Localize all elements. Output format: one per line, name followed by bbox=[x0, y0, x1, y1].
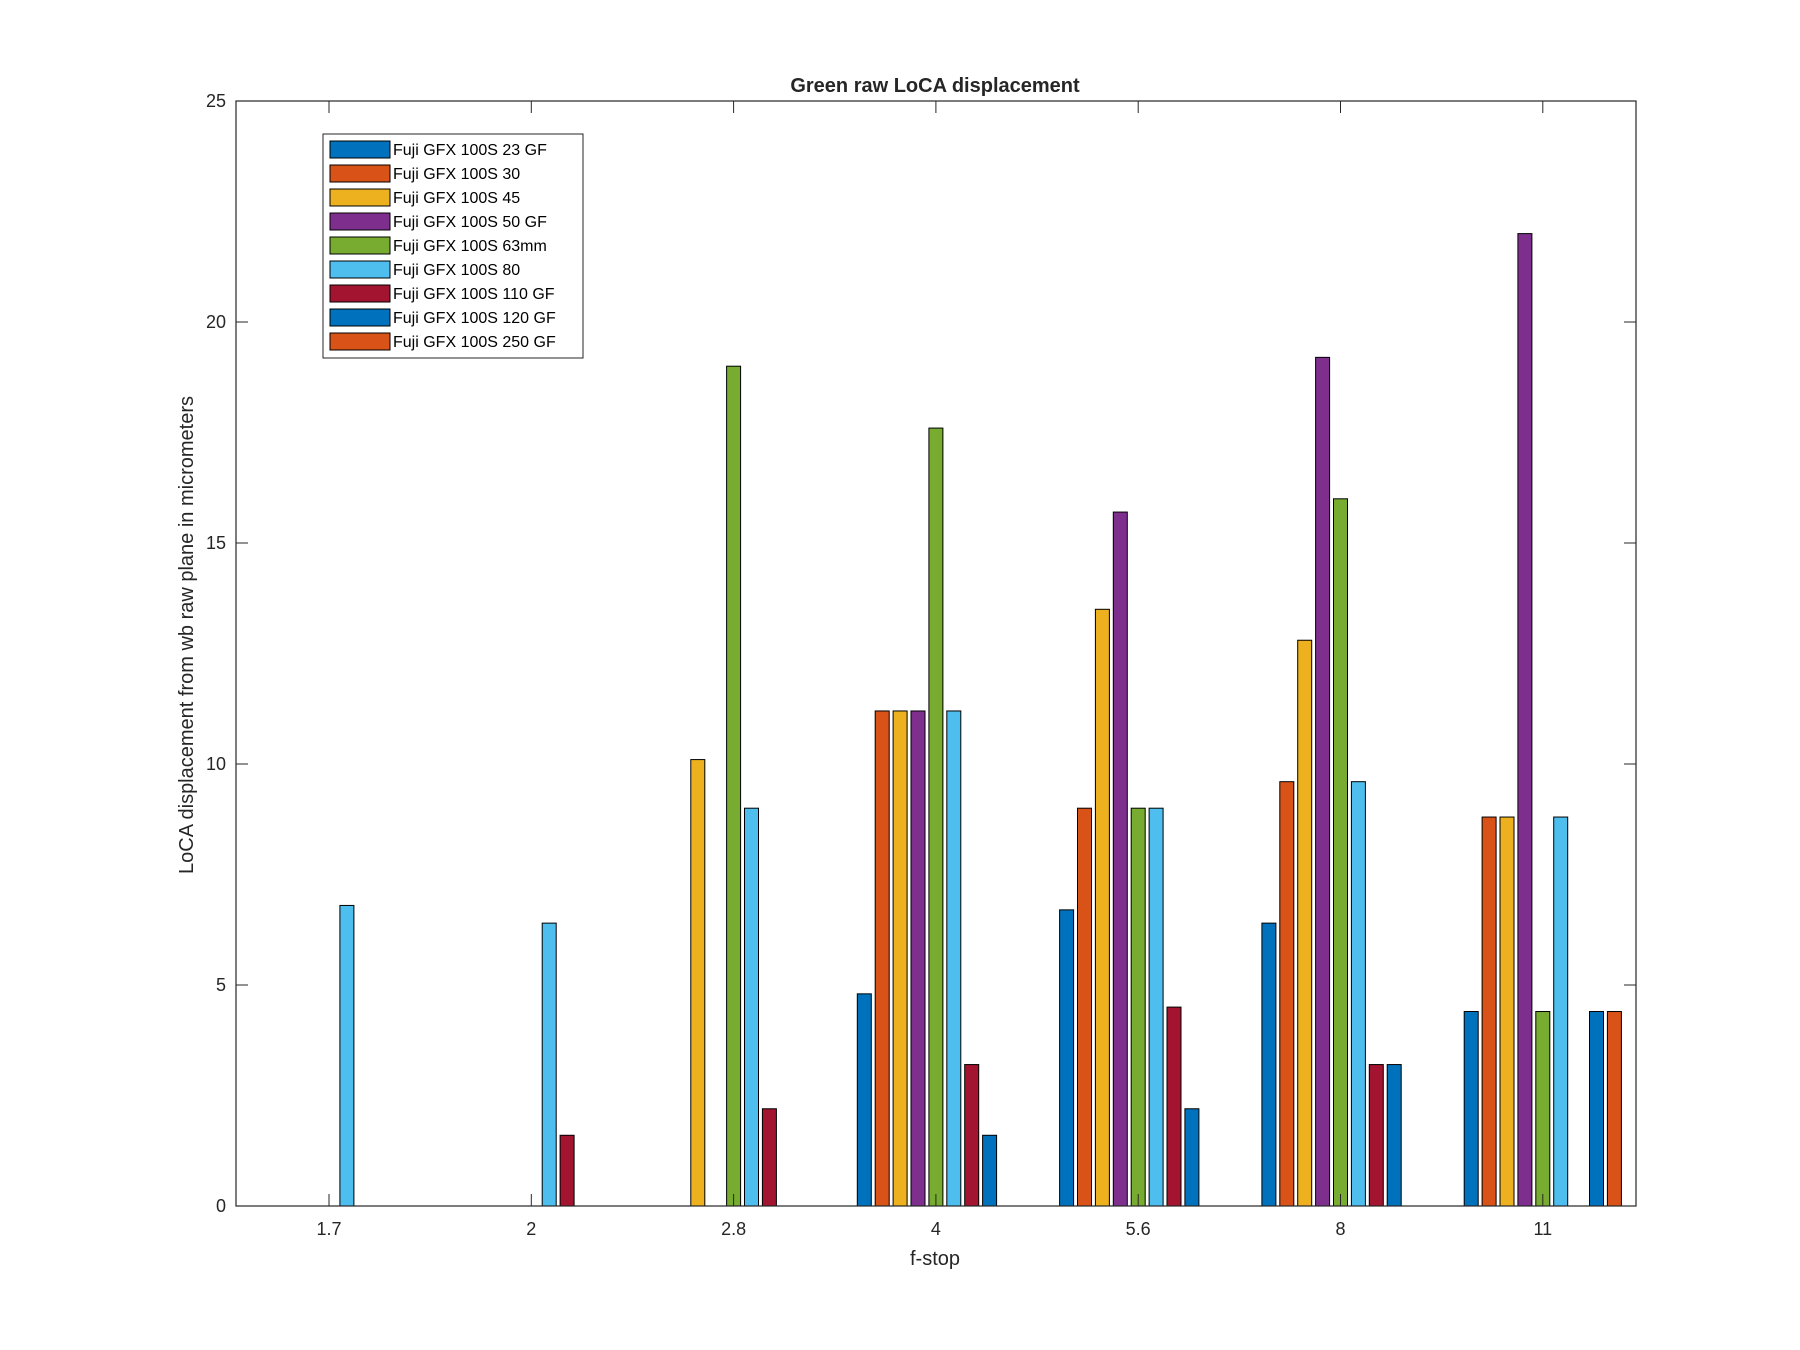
legend-entry: Fuji GFX 100S 50 GF bbox=[393, 214, 547, 231]
y-tick-label: 0 bbox=[216, 1196, 226, 1216]
bar bbox=[1517, 233, 1533, 1207]
y-tick-label: 5 bbox=[216, 975, 226, 995]
legend-swatch bbox=[329, 164, 391, 183]
chart-title: Green raw LoCA displacement bbox=[790, 75, 1080, 97]
legend-entry: Fuji GFX 100S 30 bbox=[393, 166, 520, 183]
bar bbox=[761, 1108, 777, 1207]
y-tick-label: 10 bbox=[206, 754, 226, 774]
bar bbox=[1553, 816, 1569, 1207]
bar bbox=[892, 710, 908, 1207]
bar bbox=[1315, 356, 1331, 1207]
legend-entry: Fuji GFX 100S 110 GF bbox=[393, 286, 555, 303]
bar bbox=[1606, 1011, 1622, 1207]
bar bbox=[1059, 909, 1075, 1207]
bar bbox=[1166, 1006, 1182, 1207]
x-tick-label: 2.8 bbox=[721, 1219, 746, 1239]
legend-swatch bbox=[329, 236, 391, 255]
legend-entry: Fuji GFX 100S 63mm bbox=[393, 238, 547, 255]
bar bbox=[1148, 807, 1164, 1207]
x-tick-label: 4 bbox=[931, 1219, 941, 1239]
y-axis-label: LoCA displacement from wb raw plane in m… bbox=[176, 396, 198, 874]
bars-group bbox=[339, 233, 1622, 1207]
bar bbox=[726, 365, 742, 1207]
x-tick-label: 11 bbox=[1533, 1219, 1552, 1239]
legend-entry: Fuji GFX 100S 80 bbox=[393, 262, 520, 279]
x-tick-label: 2 bbox=[526, 1219, 536, 1239]
x-tick-label: 5.6 bbox=[1126, 1219, 1151, 1239]
bar bbox=[1130, 807, 1146, 1207]
legend-swatch bbox=[329, 140, 391, 159]
legend-swatch bbox=[329, 188, 391, 207]
legend-swatch bbox=[329, 308, 391, 327]
bar bbox=[1279, 781, 1295, 1207]
bar bbox=[1368, 1064, 1384, 1207]
bar bbox=[1589, 1011, 1604, 1207]
y-tick-label: 20 bbox=[206, 312, 226, 332]
bar bbox=[1535, 1011, 1551, 1207]
bar bbox=[856, 993, 872, 1207]
x-axis-label: f-stop bbox=[910, 1248, 960, 1270]
legend: Fuji GFX 100S 23 GF Fuji GFX 100S 30 Fuji … bbox=[322, 133, 584, 359]
bar bbox=[1077, 807, 1092, 1207]
bar bbox=[1481, 816, 1497, 1207]
bar bbox=[541, 922, 557, 1207]
legend-swatch bbox=[329, 332, 391, 351]
legend-entry: Fuji GFX 100S 250 GF bbox=[393, 334, 556, 351]
y-tick-label: 25 bbox=[206, 91, 226, 111]
bar bbox=[744, 807, 759, 1207]
y-tick-label: 15 bbox=[206, 533, 226, 553]
bar bbox=[874, 710, 890, 1207]
legend-swatch bbox=[329, 260, 391, 279]
legend-swatch bbox=[329, 212, 391, 231]
bar bbox=[1463, 1011, 1479, 1207]
bar bbox=[690, 759, 706, 1207]
bar bbox=[1297, 639, 1313, 1207]
bar bbox=[1112, 511, 1128, 1207]
bar bbox=[982, 1134, 998, 1207]
bar bbox=[946, 710, 962, 1207]
bar bbox=[910, 710, 926, 1207]
bar bbox=[1333, 498, 1348, 1207]
bar bbox=[964, 1064, 980, 1207]
legend-entry: Fuji GFX 100S 23 GF bbox=[393, 142, 547, 159]
bar bbox=[1184, 1108, 1200, 1207]
bar bbox=[1386, 1064, 1402, 1207]
legend-swatch bbox=[329, 284, 391, 303]
bar bbox=[339, 904, 355, 1207]
bar bbox=[1094, 608, 1110, 1207]
x-tick-label: 1.7 bbox=[316, 1219, 341, 1239]
bar bbox=[1350, 781, 1366, 1207]
bar bbox=[559, 1134, 575, 1207]
bar bbox=[1261, 922, 1277, 1207]
bar bbox=[1499, 816, 1515, 1207]
x-tick-label: 8 bbox=[1335, 1219, 1345, 1239]
axes-group: 0 5 10 15 20 25 1.7 2 2.8 4 5.6 8 11 bbox=[206, 91, 1637, 1239]
bar bbox=[928, 427, 944, 1207]
legend-entry: Fuji GFX 100S 120 GF bbox=[393, 310, 556, 327]
legend-entry: Fuji GFX 100S 45 bbox=[393, 190, 520, 207]
